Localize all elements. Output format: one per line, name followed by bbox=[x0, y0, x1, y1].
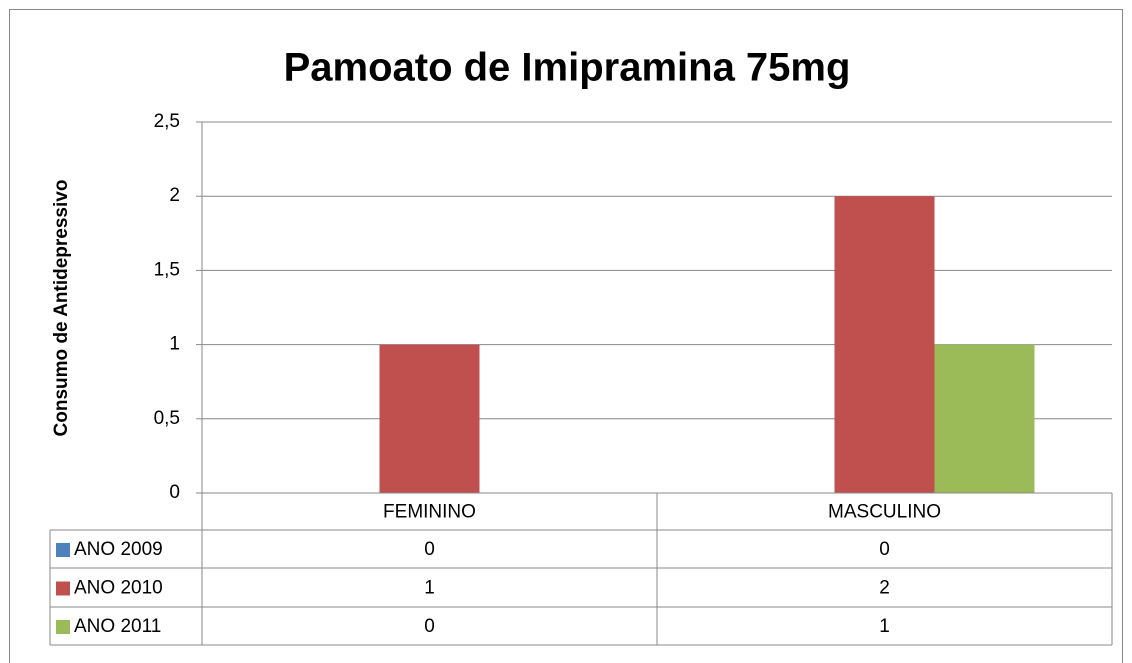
y-tick-label: 2 bbox=[169, 185, 180, 206]
chart-border bbox=[9, 9, 1123, 663]
bar bbox=[379, 344, 480, 493]
y-axis-label: Consumo de Antidepressivo bbox=[51, 180, 72, 437]
bar bbox=[834, 196, 935, 493]
legend-swatch bbox=[56, 620, 70, 634]
legend-swatch bbox=[56, 543, 70, 557]
y-tick-label: 1,5 bbox=[154, 259, 180, 280]
table-value: 1 bbox=[879, 616, 890, 637]
y-tick-label: 1 bbox=[169, 334, 180, 355]
legend-label: ANO 2011 bbox=[74, 616, 161, 637]
y-tick-label: 2,5 bbox=[154, 111, 180, 132]
chart-title: Pamoato de Imipramina 75mg bbox=[284, 46, 851, 90]
x-tick-label: MASCULINO bbox=[828, 502, 941, 523]
table-value: 0 bbox=[424, 616, 435, 637]
y-tick-label: 0 bbox=[169, 482, 180, 503]
legend-swatch bbox=[56, 581, 70, 596]
table-value: 1 bbox=[424, 578, 435, 599]
table-value: 0 bbox=[424, 539, 435, 560]
table-value: 2 bbox=[879, 578, 890, 599]
bar bbox=[934, 344, 1035, 493]
legend-label: ANO 2009 bbox=[74, 539, 163, 560]
x-tick-label: FEMININO bbox=[383, 502, 476, 523]
table-value: 0 bbox=[879, 539, 890, 560]
y-tick-label: 0,5 bbox=[154, 408, 180, 429]
legend-label: ANO 2010 bbox=[74, 578, 163, 599]
